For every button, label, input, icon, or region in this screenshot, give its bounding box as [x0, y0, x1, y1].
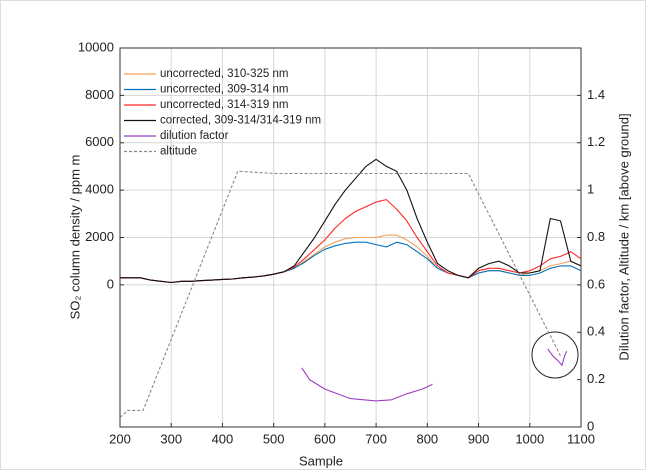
x-tick-label: 800 [416, 431, 438, 446]
x-tick-label: 200 [109, 431, 131, 446]
y-axis-label: SO₂ column density / ppm m [67, 155, 82, 320]
y2-tick-label: 0.8 [587, 229, 605, 244]
y2-tick-label: 0.4 [587, 324, 605, 339]
legend-label: corrected, 309-314/314-319 nm [160, 115, 321, 127]
legend-label: uncorrected, 314-319 nm [160, 99, 289, 111]
x-tick-label: 300 [160, 431, 182, 446]
series-line [119, 170, 561, 418]
x-tick-label: 500 [263, 431, 285, 446]
series-line [120, 199, 582, 284]
legend-label: uncorrected, 309-314 nm [160, 84, 289, 96]
plot-frame [119, 47, 582, 428]
x-axis-label: Sample [299, 453, 343, 468]
series-line [120, 241, 582, 284]
y-tick-label: 0 [107, 276, 114, 291]
y-tick-label: 6000 [85, 134, 114, 149]
y2-axis-label: Dilution factor, Altitude / km [above gr… [616, 113, 631, 360]
x-tick-label: 900 [468, 431, 490, 446]
x-tick-label: 700 [365, 431, 387, 446]
x-tick-label: 1100 [567, 431, 595, 446]
x-tick-label: 1000 [515, 431, 544, 446]
highlight-circle [531, 331, 579, 379]
y-tick-label: 4000 [85, 182, 114, 197]
y-tick-label: 8000 [85, 87, 114, 102]
series-line [301, 348, 568, 402]
y2-tick-label: 1.2 [587, 134, 605, 149]
series-line [120, 158, 582, 284]
y2-tick-label: 1.4 [587, 87, 605, 102]
y2-tick-label: 0.6 [587, 276, 605, 291]
y2-tick-label: 1 [587, 182, 594, 197]
x-tick-label: 600 [314, 431, 336, 446]
y-tick-label: 10000 [78, 39, 114, 54]
y2-tick-label: 0 [587, 418, 594, 433]
legend-label: dilution factor [160, 130, 229, 142]
series-line [120, 234, 582, 284]
legend-label: altitude [160, 146, 197, 158]
legend-label: uncorrected, 310-325 nm [160, 68, 289, 80]
y-tick-label: 2000 [85, 229, 114, 244]
x-tick-label: 400 [212, 431, 234, 446]
y2-tick-label: 0.2 [587, 371, 605, 386]
